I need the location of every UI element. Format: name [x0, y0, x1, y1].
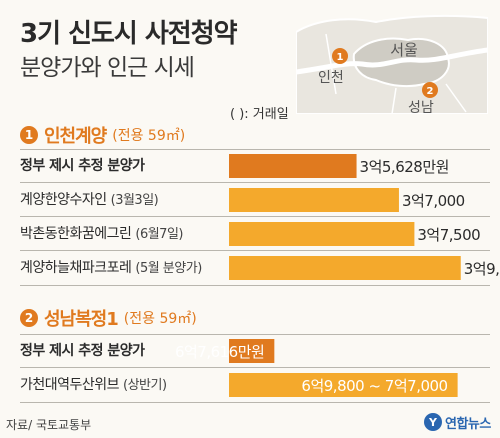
row-label: 계양하늘채파크포레 (5월 분양가) [20, 260, 202, 276]
divider [20, 367, 490, 368]
divider [20, 182, 490, 183]
chart-subtitle: 분양가와 인근 시세 [20, 55, 195, 81]
section-2-name: 성남복정1 [44, 309, 119, 330]
divider [20, 402, 490, 403]
map-border-lines [325, 33, 467, 114]
map-label-seongnam: 성남 [408, 100, 434, 114]
bar-row: 가천대역두산위브 (상반기) [20, 369, 490, 401]
map-marker-1 [332, 48, 348, 64]
row-label: 박촌동한화꿈에그린 (6월7일) [20, 226, 183, 242]
row-label: 정부 제시 추정 분양가 [20, 158, 145, 174]
section-1-name: 인천계양 [44, 126, 107, 147]
map-label-seoul: 서울 [390, 41, 418, 59]
section-2-spec: (전용 59㎡) [123, 311, 197, 327]
section-1-header: 1 인천계양 (전용 59㎡) [20, 124, 186, 147]
map-marker-2-number: 2 [427, 86, 434, 97]
bar-row: 계양한양수자인 (3월3일) [20, 184, 490, 216]
divider [20, 334, 490, 335]
section-2-header: 2 성남복정1 (전용 59㎡) [20, 307, 197, 330]
map-marker-1-number: 1 [337, 52, 344, 63]
bar-row: 계양하늘채파크포레 (5월 분양가) [20, 252, 490, 284]
bar-row: 정부 제시 추정 분양가 [20, 335, 490, 367]
logo-text: 연합뉴스 [445, 416, 491, 432]
location-map: 1 2 서울 인천 성남 [296, 14, 488, 114]
chart-title: 3기 신도시 사전청약 [20, 19, 238, 49]
map-marker-2 [422, 82, 438, 98]
divider [20, 149, 490, 150]
row-label: 가천대역두산위브 (상반기) [20, 377, 167, 393]
section-2-number: 2 [20, 309, 38, 327]
divider [20, 250, 490, 251]
map-river [296, 47, 488, 75]
row-label: 계양한양수자인 (3월3일) [20, 192, 159, 208]
section-1-number: 1 [20, 126, 38, 144]
divider [20, 285, 490, 286]
bar-row: 박촌동한화꿈에그린 (6월7일) [20, 218, 490, 250]
logo-mark-icon: Y [424, 413, 442, 431]
source-note: 자료/ 국토교통부 [6, 418, 92, 432]
publisher-logo: Y 연합뉴스 [424, 411, 491, 433]
date-note: ( ): 거래일 [230, 107, 289, 122]
bar-row: 정부 제시 추정 분양가 [20, 150, 490, 182]
divider [20, 216, 490, 217]
row-label: 정부 제시 추정 분양가 [20, 343, 145, 359]
map-label-incheon: 인천 [318, 70, 344, 86]
section-1-spec: (전용 59㎡) [112, 128, 186, 144]
